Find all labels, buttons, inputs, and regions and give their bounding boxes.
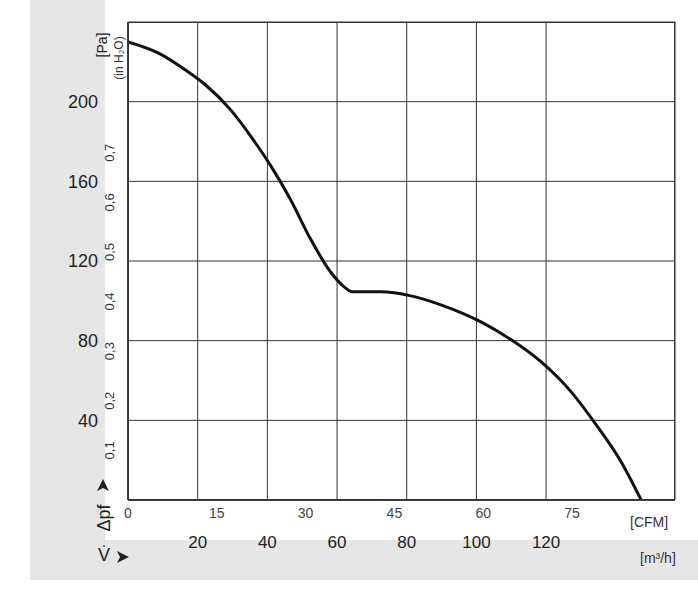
svg-text:0,2: 0,2 bbox=[102, 392, 117, 410]
svg-text:0,1: 0,1 bbox=[102, 441, 117, 459]
svg-text:0,4: 0,4 bbox=[102, 293, 117, 311]
svg-text:0,3: 0,3 bbox=[102, 342, 117, 360]
svg-text:120: 120 bbox=[532, 533, 560, 552]
svg-text:75: 75 bbox=[564, 505, 580, 521]
svg-text:80: 80 bbox=[397, 533, 416, 552]
svg-text:0,5: 0,5 bbox=[102, 243, 117, 261]
svg-text:30: 30 bbox=[298, 505, 314, 521]
html-text:[CFM]: [CFM] bbox=[630, 514, 669, 530]
svg-text:0: 0 bbox=[124, 505, 132, 521]
html-text:[Pa]: [Pa] bbox=[94, 32, 110, 58]
svg-text:100: 100 bbox=[462, 533, 490, 552]
svg-text:15: 15 bbox=[209, 505, 225, 521]
svg-text:60: 60 bbox=[475, 505, 491, 521]
svg-text:60: 60 bbox=[328, 533, 347, 552]
svg-text:120: 120 bbox=[68, 251, 98, 271]
svg-text:20: 20 bbox=[188, 533, 207, 552]
svg-text:0,7: 0,7 bbox=[102, 144, 117, 162]
svg-text:200: 200 bbox=[68, 92, 98, 112]
svg-text:160: 160 bbox=[68, 172, 98, 192]
html-text:Δpf: Δpf bbox=[93, 504, 114, 532]
svg-text:40: 40 bbox=[258, 533, 277, 552]
svg-text:0,6: 0,6 bbox=[102, 193, 117, 211]
html-text:(in H₂O): (in H₂O) bbox=[112, 36, 126, 80]
svg-text:40: 40 bbox=[78, 411, 98, 431]
svg-text:45: 45 bbox=[387, 505, 403, 521]
html-text:V̇: V̇ bbox=[98, 545, 110, 565]
html-text:[m³/h]: [m³/h] bbox=[640, 550, 676, 566]
svg-text:80: 80 bbox=[78, 331, 98, 351]
